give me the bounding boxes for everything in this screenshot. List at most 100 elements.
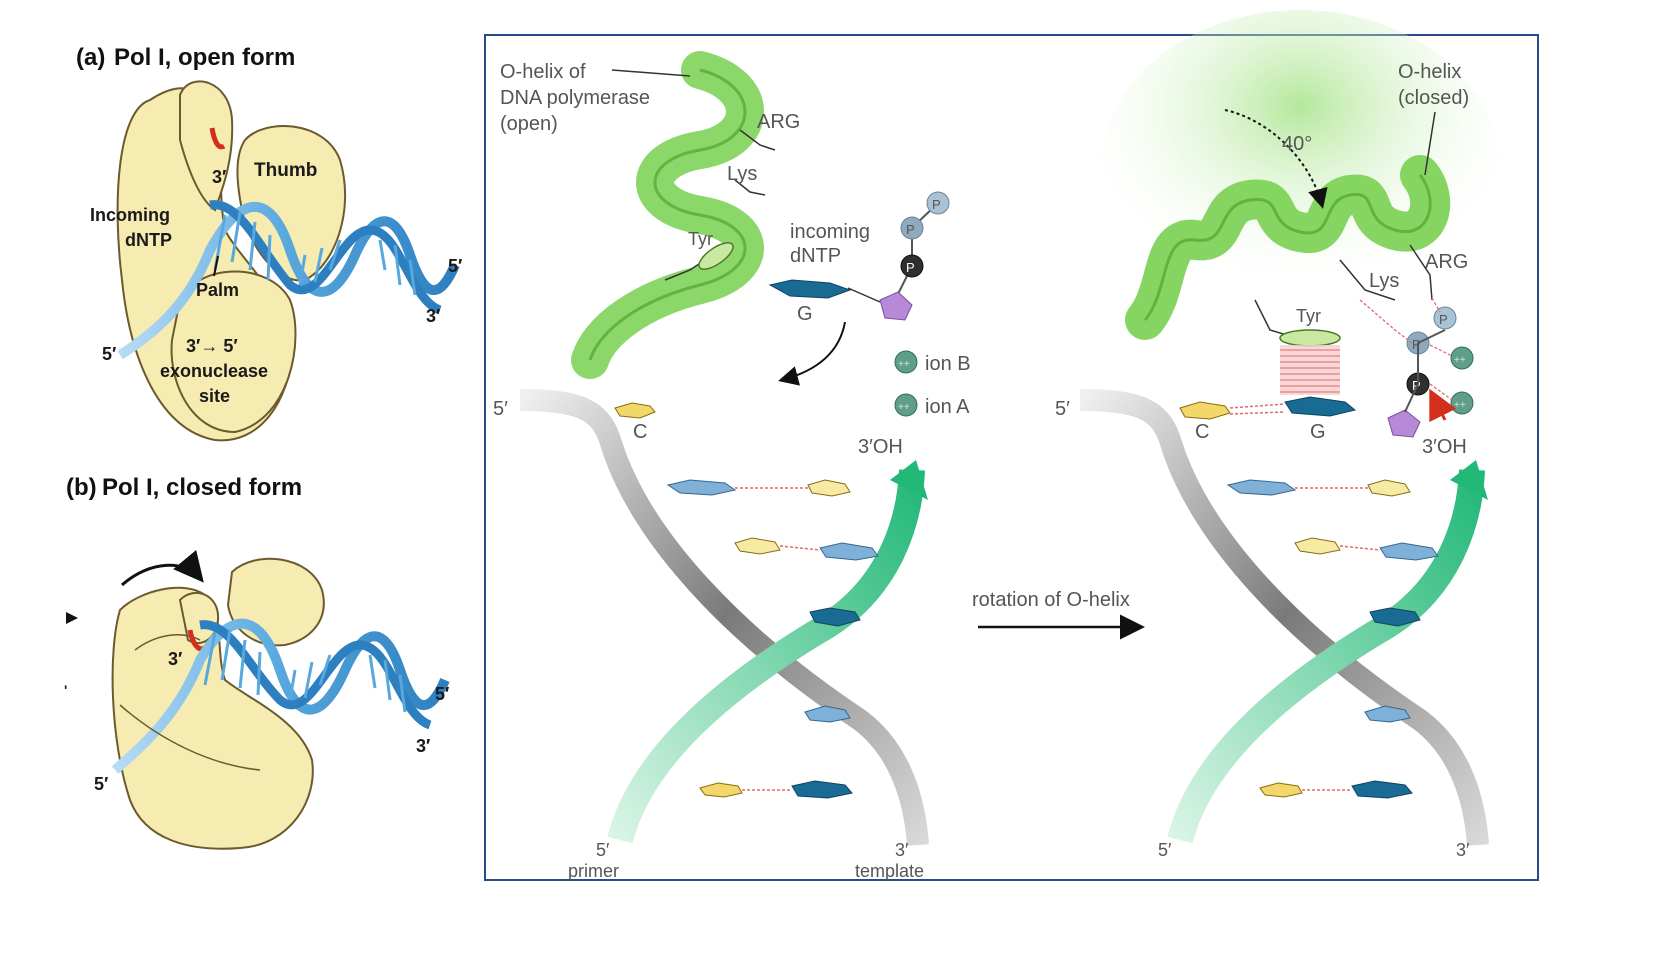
c-label-closed: C — [1195, 421, 1209, 443]
panel-b-letter: (b) — [66, 474, 97, 501]
incoming-label-2: dNTP — [790, 245, 841, 267]
incoming-label-1: incoming — [790, 221, 870, 243]
side-marker — [66, 612, 78, 624]
angle-label: 40° — [1282, 133, 1312, 155]
template-tip-closed — [1450, 460, 1488, 500]
ohelix-open-label-1: O-helix of — [500, 61, 586, 83]
label-palm: Palm — [196, 280, 239, 300]
nucleophilic-attack-arrow — [1429, 388, 1457, 423]
label-incoming: Incoming — [90, 205, 170, 225]
pol-open-fingers — [179, 80, 234, 212]
phosphate-alpha — [900, 254, 924, 278]
closing-arrow — [121, 549, 204, 587]
label-3prime-top-b: 3′ — [168, 649, 182, 669]
ohelix-closed-pointer — [1424, 111, 1436, 176]
ion-b-sym: ++ — [898, 359, 910, 370]
template-label: template — [855, 861, 924, 881]
ion-a-sym: ++ — [898, 402, 910, 413]
bottom-5prime-closed: 5′ — [1158, 840, 1172, 860]
lys-side-chain-open — [734, 179, 766, 196]
phosphate-beta — [900, 216, 924, 240]
bottom-3prime-open: 3′ — [895, 840, 909, 860]
tyr-label-closed: Tyr — [1296, 306, 1321, 326]
template-strand-open — [607, 469, 925, 844]
triphosphate-open: P P P — [847, 191, 950, 321]
panel-a: (a) Pol I, open form 3′ Thumb Incoming d… — [76, 44, 462, 442]
label-3prime-top-a: 3′ — [212, 167, 226, 187]
ohelix-open-label-2: DNA polymerase — [500, 87, 650, 109]
ohelix-closed-edge — [1143, 174, 1432, 321]
label-3prime-right-b: 3′ — [416, 736, 430, 756]
ohelix-open-edge — [588, 68, 747, 361]
arg-side-chain-closed — [1409, 244, 1433, 301]
five-prime-label-open: 5′ — [493, 398, 508, 420]
base-c-open — [614, 402, 656, 419]
primer-strand-closed — [1079, 389, 1489, 846]
base-pairs-closed — [1226, 479, 1439, 799]
label-5prime-left-a: 5′ — [102, 344, 116, 364]
panel-b: (b) Pol I, closed form 3′ 5′ 3′ 5′ ʹ — [64, 474, 450, 850]
ion-b-label: ion B — [925, 353, 971, 375]
primer-label: primer — [568, 861, 619, 881]
side-tick: ʹ — [64, 682, 67, 698]
phosphate-beta-label: P — [906, 222, 915, 237]
lys-side-chain-closed — [1339, 259, 1396, 301]
label-5prime-right-b: 5′ — [435, 684, 449, 704]
ion-a-icon — [894, 393, 918, 417]
palm-pointer — [213, 255, 219, 277]
c-label-open: C — [633, 421, 647, 443]
primer-strand-open — [519, 389, 929, 846]
rotation-label: rotation of O-helix — [972, 589, 1130, 611]
sugar-open — [879, 291, 913, 321]
ion-a-label: ion A — [925, 396, 970, 418]
pol-open-thumb — [236, 125, 347, 282]
three-oh-label-closed: 3′OH — [1422, 436, 1467, 458]
base-g-closed — [1284, 396, 1357, 417]
g-label-closed: G — [1310, 421, 1326, 443]
base-pairs-open — [666, 479, 879, 799]
ohelix-closed-label-2: (closed) — [1398, 87, 1469, 109]
bottom-3prime-closed: 3′ — [1456, 840, 1470, 860]
panel-a-title: Pol I, open form — [114, 44, 295, 71]
pol-open-palm — [170, 270, 297, 434]
hbond-cg-2 — [1229, 411, 1286, 415]
dntp-red-open — [209, 127, 226, 150]
label-thumb: Thumb — [254, 160, 317, 181]
dntp-entry-arrow — [778, 321, 846, 386]
panel-b-title: Pol I, closed form — [102, 474, 302, 501]
base-c-closed — [1179, 401, 1231, 420]
pol-closed-thumb — [226, 557, 325, 647]
base-g-open — [768, 279, 852, 299]
tyr-label-open: Tyr — [688, 229, 713, 249]
ion-b-closed — [1450, 346, 1474, 370]
hbond-cg-1 — [1229, 403, 1286, 409]
arg-side-chain-open — [739, 129, 776, 151]
arg-label-closed: ARG — [1425, 251, 1468, 273]
sugar-closed — [1387, 409, 1421, 438]
label-exo-1: 3′→ 5′ — [186, 336, 238, 356]
ion-b-icon — [894, 350, 918, 374]
stacking-lines — [1280, 349, 1340, 393]
label-3prime-right-a: 3′ — [426, 306, 440, 326]
closed-diagram: O-helix (closed) 40° ARG Lys Tyr P P P +… — [1055, 10, 1500, 860]
tyr-ring-open — [698, 242, 734, 270]
lys-label-open: Lys — [727, 163, 757, 185]
dna-helix-open — [117, 200, 460, 360]
label-5prime-left-b: 5′ — [94, 774, 108, 794]
closed-palm-edge — [119, 704, 261, 771]
phosphate-gamma-closed-label: P — [1439, 312, 1448, 327]
dna-helix-closed — [111, 618, 450, 774]
template-tip-open — [890, 460, 928, 500]
tyr-ring-closed — [1279, 329, 1341, 347]
ohelix-open-pointer — [611, 69, 691, 77]
ion-a-closed-sym: ++ — [1454, 400, 1466, 411]
arg-label-open: ARG — [757, 111, 800, 133]
ion-b-closed-sym: ++ — [1454, 355, 1466, 366]
stacking-zone — [1280, 345, 1340, 395]
ohelix-closed-label-1: O-helix — [1398, 61, 1461, 83]
rotation-arrow-group: rotation of O-helix — [972, 589, 1145, 640]
phosphate-alpha-label: P — [906, 260, 915, 275]
phosphate-gamma-label: P — [932, 197, 941, 212]
triphosphate-closed: P P P ++ ++ — [1359, 297, 1474, 438]
